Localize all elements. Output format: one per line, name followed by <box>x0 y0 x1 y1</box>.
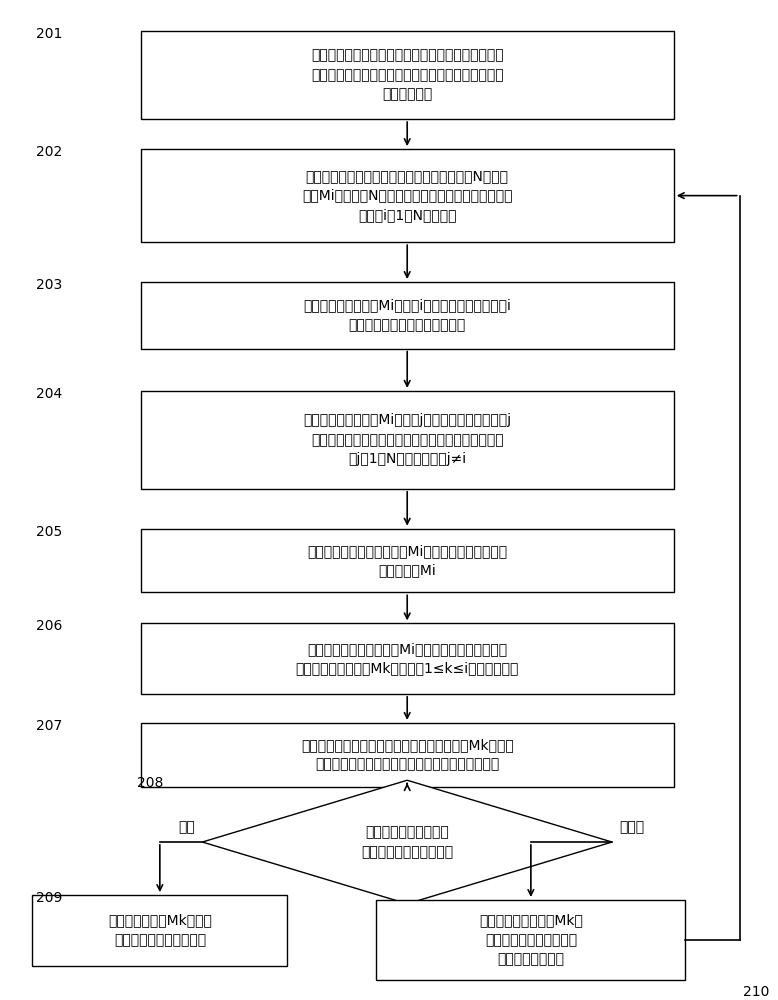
Polygon shape <box>202 780 612 904</box>
Text: 208: 208 <box>137 776 163 790</box>
Text: 选取所述各备选模型Mi中的第i层卷积层，并对所述第i
层卷积层中的各卷积核进行压缩: 选取所述各备选模型Mi中的第i层卷积层，并对所述第i 层卷积层中的各卷积核进行压… <box>303 299 511 332</box>
Text: 满足: 满足 <box>178 820 194 834</box>
FancyBboxPatch shape <box>141 391 674 489</box>
Text: 201: 201 <box>36 27 62 41</box>
Text: 将最优备选模型Mk作为压
缩后的卷积神经网络模型: 将最优备选模型Mk作为压 缩后的卷积神经网络模型 <box>108 914 212 947</box>
Text: 运行所述应用程序，以调用所述最优备选模型Mk进行数
据处理，并获取所述移动终端的当前内部环境参数: 运行所述应用程序，以调用所述最优备选模型Mk进行数 据处理，并获取所述移动终端的… <box>301 738 513 771</box>
Text: 将所述最优备选模型Mk作
为下一轮模型压缩的原始
卷积神经网络模型: 将所述最优备选模型Mk作 为下一轮模型压缩的原始 卷积神经网络模型 <box>479 914 583 967</box>
FancyBboxPatch shape <box>141 723 674 787</box>
Text: 209: 209 <box>36 891 62 905</box>
Text: 206: 206 <box>36 619 62 633</box>
Text: 从所述调整后的备选模型Mi中，选择训练后性能损失
最少的最优备选模型Mk，其中，1≤k≤i且为正整数；: 从所述调整后的备选模型Mi中，选择训练后性能损失 最少的最优备选模型Mk，其中，… <box>296 642 519 675</box>
FancyBboxPatch shape <box>141 282 674 349</box>
Text: 202: 202 <box>36 145 62 159</box>
Text: 205: 205 <box>36 525 62 539</box>
Text: 203: 203 <box>36 278 62 292</box>
Text: 对所述原始卷积神经网络模型进行复制，得到N个备选
模型Mi，其中，N为所述原始卷积神经网络模型的卷积
层数，i取1到N的正整数: 对所述原始卷积神经网络模型进行复制，得到N个备选 模型Mi，其中，N为所述原始卷… <box>302 169 513 222</box>
Text: 210: 210 <box>744 985 769 999</box>
Text: 判断当前内部环境参数
是否满足预置的资源条件: 判断当前内部环境参数 是否满足预置的资源条件 <box>361 825 454 859</box>
Text: 对压缩卷积核后的备选模型Mi进行训练，得到调整后
的备选模型Mi: 对压缩卷积核后的备选模型Mi进行训练，得到调整后 的备选模型Mi <box>307 544 507 577</box>
FancyBboxPatch shape <box>141 529 674 592</box>
FancyBboxPatch shape <box>141 149 674 242</box>
Text: 204: 204 <box>36 387 62 401</box>
Text: 在移动终端部署应用程序或移动终端内部环境发生变
化时，提取所述应用程序中用于数据处理的原始卷积
神经网络模型: 在移动终端部署应用程序或移动终端内部环境发生变 化时，提取所述应用程序中用于数据… <box>311 48 503 101</box>
Text: 207: 207 <box>36 719 62 733</box>
FancyBboxPatch shape <box>141 31 674 119</box>
FancyBboxPatch shape <box>141 623 674 694</box>
FancyBboxPatch shape <box>377 900 685 980</box>
Text: 不满足: 不满足 <box>620 820 645 834</box>
FancyBboxPatch shape <box>33 895 287 966</box>
Text: 选取所述各备选模型Mi中的第j层卷积层，并从所述第j
层卷积层中选择一个或多个卷积核进行剔除，其中所
述j取1到N的正整数，且j≠i: 选取所述各备选模型Mi中的第j层卷积层，并从所述第j 层卷积层中选择一个或多个卷… <box>303 413 511 466</box>
